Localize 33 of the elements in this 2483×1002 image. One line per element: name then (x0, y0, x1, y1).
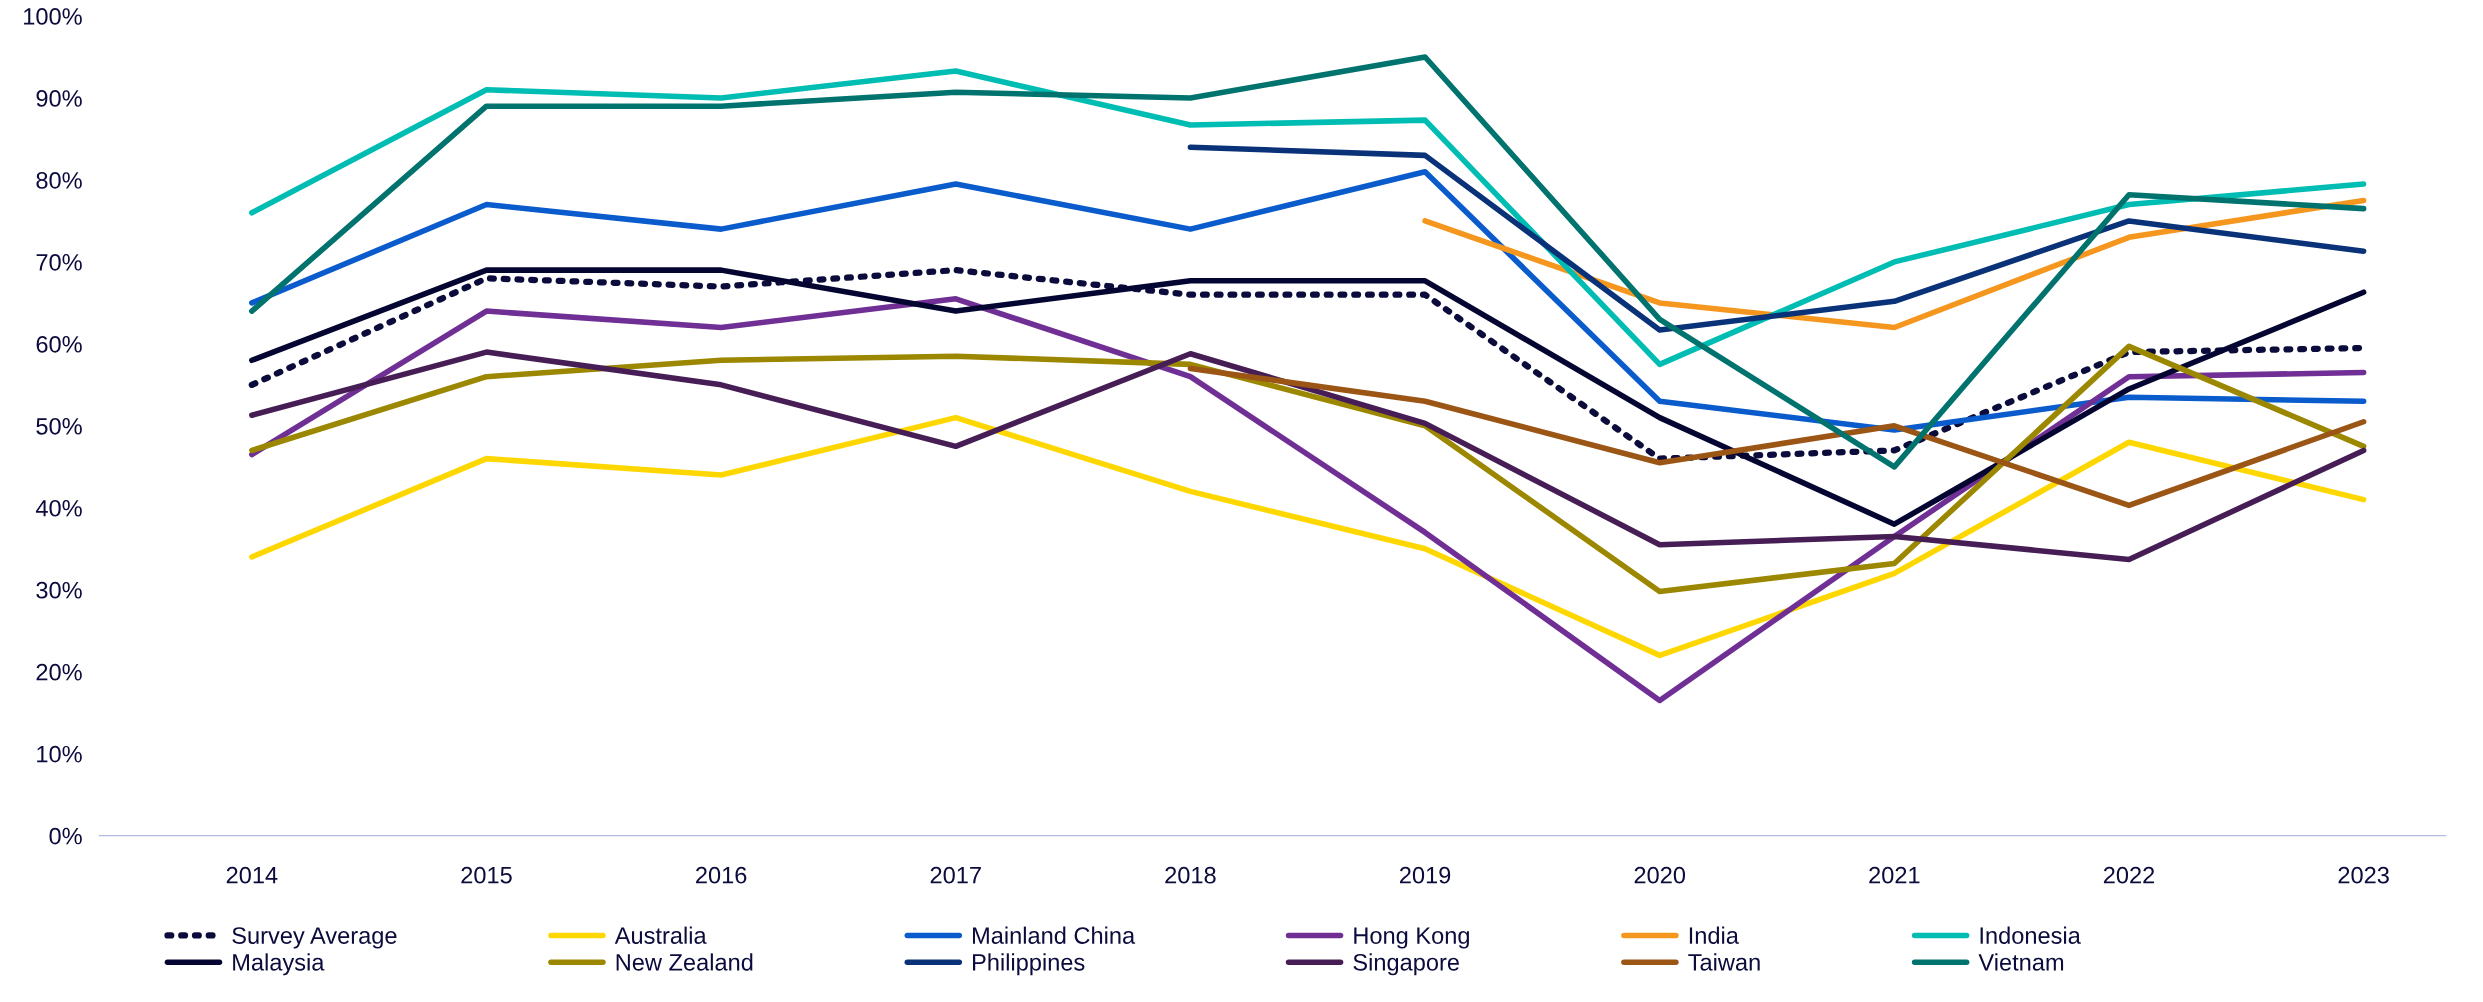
y-tick-label: 40% (35, 499, 82, 517)
legend-label: Indonesia (1980, 926, 2081, 944)
y-tick-label: 30% (36, 581, 82, 599)
legend-label: Survey Average (232, 927, 397, 949)
x-tick-label: 2015 (461, 866, 512, 884)
legend-label: Vietnam (1978, 953, 2064, 971)
legend-label: Philippines (973, 953, 1085, 976)
x-tick-label: 2017 (930, 866, 981, 884)
x-tick-label: 2023 (2338, 866, 2389, 884)
y-tick-label: 80% (36, 172, 82, 189)
y-tick-label: 20% (36, 663, 82, 681)
legend-label: Malaysia (233, 953, 325, 976)
x-tick-label: 2018 (1165, 866, 1216, 884)
y-tick-label: 70% (36, 253, 82, 271)
legend-label: New Zealand (616, 953, 753, 971)
y-tick-label: 100% (24, 8, 82, 25)
legend-label: Singapore (1353, 953, 1459, 976)
x-tick-label: 2020 (1634, 866, 1686, 884)
legend-label: Hong Kong (1354, 927, 1469, 949)
y-tick-label: 10% (37, 745, 82, 763)
y-tick-label: 90% (36, 90, 82, 107)
x-tick-label: 2014 (226, 866, 278, 884)
y-tick-label: 50% (36, 417, 82, 435)
x-tick-label: 2019 (1399, 866, 1451, 884)
y-tick-label: 60% (36, 335, 82, 353)
x-tick-label: 2021 (1869, 866, 1920, 884)
legend-label: Mainland China (973, 926, 1136, 944)
x-tick-label: 2022 (2103, 866, 2155, 884)
legend-label: Australia (614, 926, 707, 944)
x-tick-label: 2016 (696, 866, 747, 884)
legend-label: India (1689, 926, 1739, 944)
y-tick-label: 0% (49, 827, 82, 845)
legend-label: Taiwan (1688, 953, 1760, 971)
